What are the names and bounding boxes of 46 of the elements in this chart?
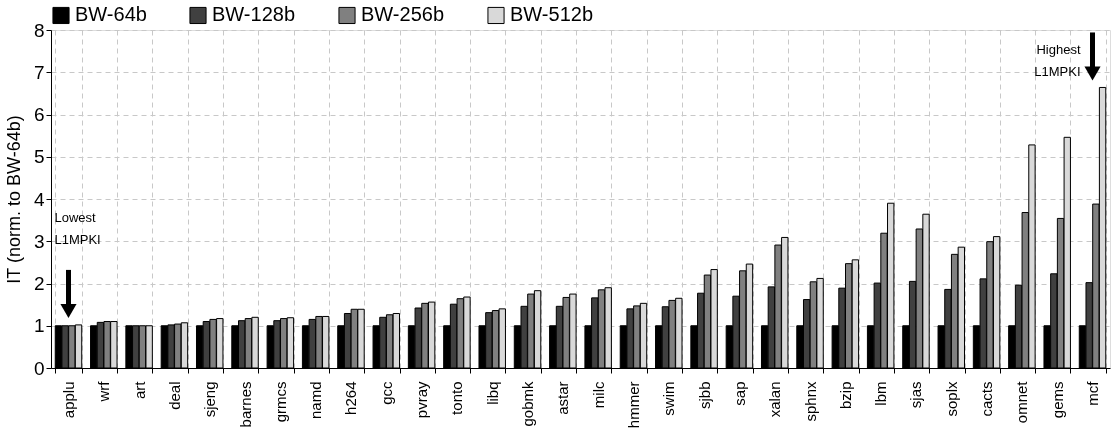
legend-label: BW-128b: [212, 3, 296, 26]
x-tick-label: libq: [483, 381, 501, 405]
x-tick-label: namd: [307, 381, 325, 420]
x-tick-label: barnes: [236, 381, 254, 428]
y-tick-label: 2: [33, 273, 45, 294]
x-tick-label: lbm: [872, 381, 890, 406]
y-tick-label: 7: [33, 61, 45, 83]
legend-label: BW-64b: [75, 3, 147, 26]
x-tick-label: deal: [165, 381, 183, 410]
x-tick-label: sjas: [907, 381, 925, 409]
annotation: Lowest L1MPKI: [54, 209, 101, 247]
x-tick-label: art: [130, 380, 148, 400]
x-tick-label: h264: [342, 381, 360, 415]
x-tick-label: milc: [589, 381, 607, 409]
x-tick-label: cacts: [978, 381, 996, 417]
x-tick-label: hmmer: [624, 381, 642, 429]
x-tick-label: wrf: [95, 380, 113, 403]
x-tick-label: mcf: [1084, 380, 1102, 406]
x-tick-label: bzip: [836, 381, 854, 410]
x-tick-label: sjbb: [695, 381, 713, 410]
y-tick-label: 3: [33, 230, 45, 252]
legend-label: BW-512b: [510, 3, 594, 26]
x-tick-label: grmcs: [271, 381, 289, 423]
x-tick-label: tonto: [448, 381, 466, 415]
x-tick-label: gcc: [377, 381, 395, 405]
y-tick-label: 6: [33, 104, 45, 125]
y-tick-label: 0: [33, 357, 45, 379]
legend-label: BW-256b: [361, 3, 445, 26]
y-tick-label: 8: [33, 19, 45, 41]
y-axis-title: IT (norm. to BW-64b): [3, 115, 24, 284]
x-tick-label: applu: [59, 381, 77, 419]
x-tick-label: pvray: [413, 381, 431, 419]
y-tick-label: 1: [33, 315, 45, 337]
x-tick-label: sjeng: [201, 381, 219, 418]
x-tick-label: sphnx: [801, 381, 819, 422]
y-tick-label: 4: [33, 188, 45, 210]
y-tick-label: 5: [33, 146, 45, 168]
x-tick-label: xalan: [766, 381, 784, 418]
x-tick-label: omnet: [1013, 380, 1031, 424]
annotation: Highest L1MPKI: [1034, 42, 1081, 80]
x-tick-label: soplx: [942, 381, 960, 417]
x-tick-label: sap: [730, 381, 748, 406]
x-tick-label: swim: [660, 381, 678, 416]
x-tick-label: gobmk: [519, 381, 537, 427]
x-tick-label: astar: [554, 381, 572, 415]
x-tick-label: gems: [1048, 381, 1066, 419]
